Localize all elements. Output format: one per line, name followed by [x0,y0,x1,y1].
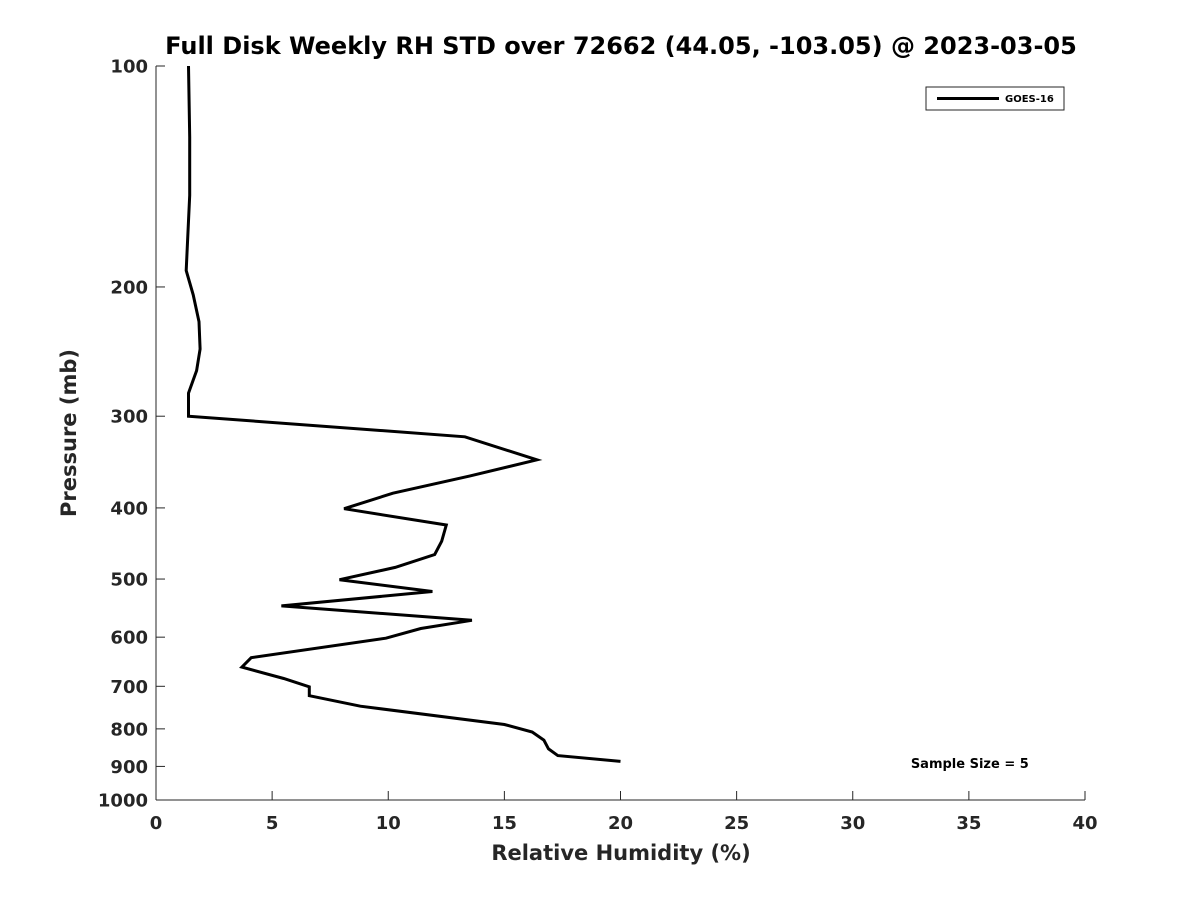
x-tick-label: 0 [150,813,163,834]
y-tick-label: 800 [110,719,148,740]
legend-label-goes-16: GOES-16 [1005,94,1054,105]
y-axis-label: Pressure (mb) [57,349,81,517]
series-line-goes-16 [184,65,621,763]
plot-axes [155,66,1085,801]
x-tick-label: 20 [608,813,633,834]
y-tick-label: 600 [110,628,148,649]
sample-size-annotation: Sample Size = 5 [911,757,1029,772]
y-tick-label: 300 [110,407,148,428]
y-axis-ticks: 100 200 300 400 500 600 700 800 900 1000 [98,57,165,812]
chart-title: Full Disk Weekly RH STD over 72662 (44.0… [165,32,1077,60]
x-tick-label: 30 [840,813,865,834]
legend: GOES-16 [925,86,1065,111]
y-tick-label: 1000 [98,791,148,812]
x-tick-label: 35 [956,813,981,834]
series-layer [184,65,621,763]
x-tick-label: 40 [1072,813,1097,834]
y-tick-label: 500 [110,570,148,591]
y-tick-label: 200 [110,277,148,298]
y-tick-label: 100 [110,57,148,78]
y-tick-label: 900 [110,757,148,778]
x-axis-label: Relative Humidity (%) [491,841,750,865]
x-tick-label: 25 [724,813,749,834]
y-tick-label: 400 [110,498,148,519]
y-tick-label: 700 [110,677,148,698]
x-tick-label: 15 [492,813,517,834]
x-tick-label: 10 [376,813,401,834]
x-axis-ticks: 0 5 10 15 20 25 30 35 40 [150,791,1098,834]
x-tick-label: 5 [266,813,279,834]
